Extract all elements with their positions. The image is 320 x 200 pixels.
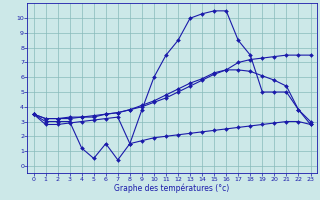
X-axis label: Graphe des températures (°c): Graphe des températures (°c) bbox=[114, 183, 230, 193]
